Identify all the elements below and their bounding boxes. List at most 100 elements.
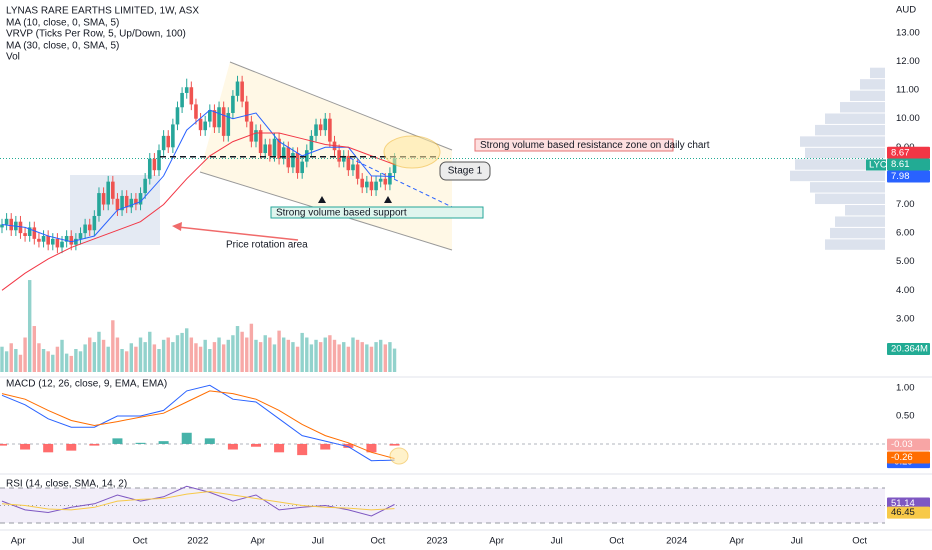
volume-bar [221,344,226,372]
volume-bar [235,326,240,372]
candle-body [240,81,244,102]
volume-bar [152,344,157,372]
candle-body [208,110,212,122]
profile-bar [815,124,885,136]
volume-bar [314,339,318,372]
volume-bar [337,344,341,372]
candle-body [286,147,291,168]
x-tick-label: Jul [791,536,803,547]
ma-tag-bg [887,170,930,183]
volume-bar [171,342,175,372]
stage-note: Stage 1 [448,166,483,177]
macd-histogram [204,438,215,444]
candle-body [258,130,263,154]
candle-body [217,107,221,128]
profile-bar [810,182,885,193]
volume-bar [212,342,217,372]
candle-body [392,158,397,174]
y-tick-label: 7.00 [896,199,915,210]
stage-box [439,161,491,181]
volume-bar [129,343,133,372]
profile-bar [840,102,885,113]
x-tick-label: Apr [11,536,26,547]
hist-tag-bg [887,438,930,451]
macd-histogram [181,432,192,444]
volume-bar [78,351,83,372]
volume-bar [115,337,120,372]
candle-body [263,144,268,154]
macd-histogram [135,442,146,444]
candle-body [64,235,69,242]
candle-body [268,144,272,156]
y-tick-label: 11.00 [896,85,919,96]
y-tick-label: 4.00 [896,285,915,296]
candle-body [291,153,295,168]
candle-body [97,193,101,216]
y-tick-label: 1.00 [896,383,915,394]
candle-body [78,233,83,239]
candle-body [180,92,184,108]
resistance-ellipse [383,135,441,169]
profile-bar [860,79,885,90]
x-tick-label: Apr [729,536,744,547]
ma-tag: 7.98 [891,171,910,182]
candle-body [120,195,124,211]
volume-bar [161,339,166,372]
resistance-tag: 8.67 [891,147,910,158]
volume-bar [124,351,129,372]
candle-body [189,87,194,105]
macd-histogram [89,443,100,446]
macd-histogram [66,443,77,451]
y-tick-label: 6.00 [896,228,915,239]
candle-body [360,178,365,188]
pane-title: MACD (12, 26, close, 9, EMA, EMA) [6,379,167,390]
projection [349,157,453,208]
candle-body [175,107,180,125]
candle-body [383,178,388,185]
candle-body [388,173,392,185]
volume-bar [318,342,323,372]
volume-bar [374,342,378,372]
candle-body [346,155,351,171]
volume-bar [342,342,346,372]
volume-bar [18,354,23,372]
candle-body [254,130,258,142]
candle-body [365,181,369,188]
profile-bar [790,170,885,182]
legend-entry: VRVP (Ticks Per Row, 5, Up/Down, 100) [6,29,186,40]
candle-body [157,150,161,171]
candle-body [281,147,286,159]
volume-bar [360,342,364,372]
channel-upper [229,61,453,151]
candle-body [369,181,374,191]
volume-bar [14,349,18,372]
volume-bar [185,328,189,372]
volume-bar [208,349,212,372]
volume-bar [69,355,73,372]
x-tick-label: Oct [852,536,867,547]
candle-body [194,104,198,119]
rsi-tag: 51.14 [891,498,915,509]
candle-body [115,198,120,211]
triangle [318,196,326,203]
volume-bar [369,346,374,372]
volume-bar [189,337,194,372]
macd-histogram [250,443,261,447]
candle-body [235,81,240,96]
currency: AUD [896,5,916,16]
candle-body [221,107,226,136]
rsi-line [1,485,395,517]
volume-bar [111,320,115,372]
volume-bar [46,351,50,372]
macd-histogram [366,443,377,453]
profile-bar [800,136,885,147]
price-tag: 8.61 [891,159,910,170]
x-tick-label: Oct [609,536,624,547]
volume-bar [249,323,254,372]
macd-histogram [158,441,169,444]
volume-bar [346,346,351,372]
candle-body [272,138,277,156]
x-tick-label: 2022 [187,536,208,547]
y-tick-label: 10.00 [896,113,920,124]
candle-body [23,233,27,236]
